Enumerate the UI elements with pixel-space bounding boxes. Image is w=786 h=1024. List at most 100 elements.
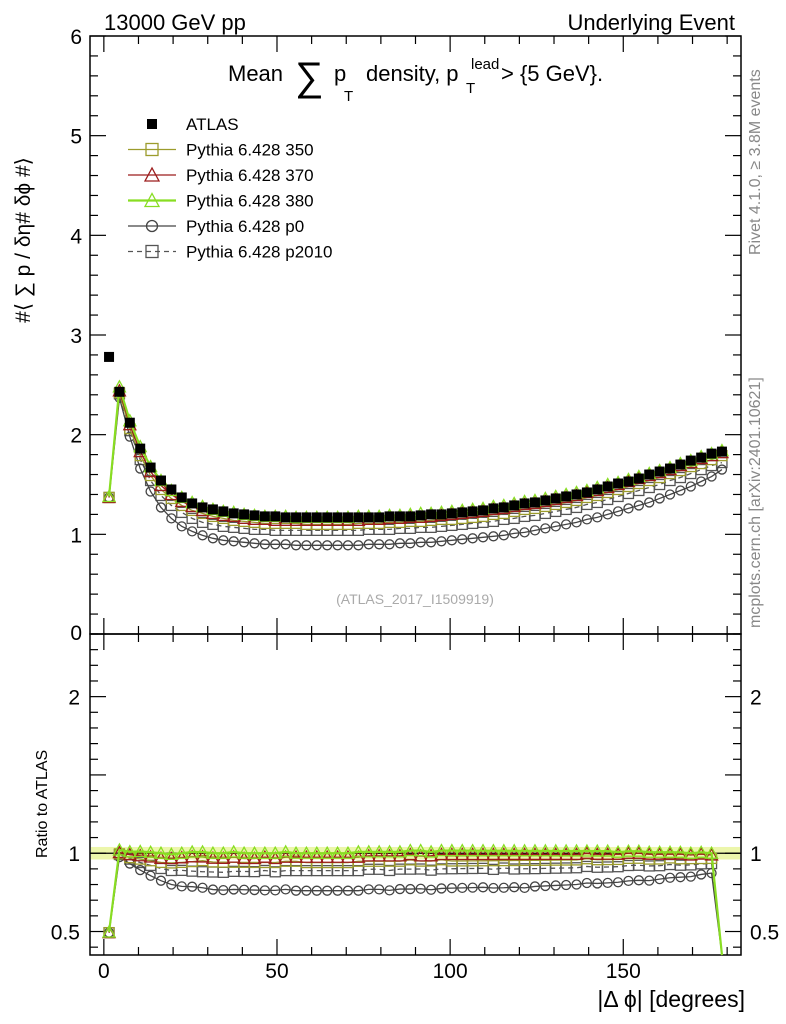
data-point <box>486 843 501 857</box>
data-point <box>301 512 312 523</box>
data-point <box>363 539 374 550</box>
data-point <box>488 531 499 542</box>
data-point <box>257 849 272 863</box>
data-point <box>176 506 188 519</box>
plot-title-sup: lead <box>471 56 499 73</box>
ratio-line <box>108 853 723 956</box>
data-point <box>147 119 157 129</box>
x-tick-label: 0 <box>98 960 110 983</box>
data-point <box>540 880 551 892</box>
data-point <box>228 884 239 895</box>
plot-title-mid: p <box>334 61 346 86</box>
data-point <box>455 843 470 857</box>
x-axis-label: |Δ ϕ| [degrees] <box>597 986 745 1012</box>
data-point <box>457 507 468 518</box>
data-point <box>467 506 478 517</box>
data-point <box>477 882 489 893</box>
data-point <box>498 502 509 513</box>
data-point <box>436 509 447 520</box>
data-point <box>654 493 665 504</box>
data-point <box>176 881 187 892</box>
data-point <box>207 533 219 544</box>
data-point <box>612 877 624 888</box>
data-point <box>143 192 161 208</box>
data-point <box>268 845 283 859</box>
data-point <box>135 463 146 474</box>
y-tick-label-zero: 0 <box>70 622 82 645</box>
data-point <box>539 507 552 520</box>
data-point <box>498 530 509 541</box>
data-point <box>488 882 499 894</box>
data-point <box>602 481 613 492</box>
data-point <box>122 847 137 861</box>
data-point <box>143 844 158 858</box>
data-point <box>197 882 208 893</box>
data-point <box>259 885 271 896</box>
data-point <box>579 845 595 859</box>
legend-label: Pythia 6.428 p2010 <box>186 243 333 262</box>
data-point <box>405 538 416 549</box>
data-point <box>143 849 158 863</box>
data-point <box>685 455 696 466</box>
data-point <box>529 525 541 536</box>
data-point <box>330 849 345 863</box>
data-point <box>247 845 262 859</box>
x-tick-label: 150 <box>606 960 641 983</box>
data-point <box>602 509 613 520</box>
data-point <box>112 842 127 856</box>
ratio-tick-label-right: 0.5 <box>750 922 779 945</box>
data-point <box>259 539 271 550</box>
data-point <box>342 540 354 551</box>
data-point <box>415 883 426 894</box>
data-point <box>342 512 353 523</box>
data-point <box>207 504 218 515</box>
header-left: 13000 GeV pp <box>104 10 246 35</box>
data-point <box>239 509 250 520</box>
data-point <box>675 872 686 883</box>
ratio-tick-label-right: 2 <box>750 687 762 710</box>
x-tick-label: 50 <box>265 960 288 983</box>
data-point <box>434 847 449 861</box>
data-point <box>236 845 252 859</box>
data-point <box>104 351 115 362</box>
legend-entry: Pythia 6.428 p2010 <box>128 243 333 262</box>
data-point <box>444 847 459 861</box>
data-point <box>496 843 511 857</box>
data-point <box>155 862 167 875</box>
data-point <box>322 512 333 523</box>
data-point <box>706 471 717 482</box>
data-point <box>509 528 520 539</box>
data-point <box>665 463 676 474</box>
data-point <box>696 476 707 487</box>
y-axis-label-main: #⟨ ∑ p / δη# δϕ #⟩ <box>12 157 35 323</box>
data-point <box>311 540 322 551</box>
data-point <box>299 849 314 863</box>
data-point <box>187 498 198 509</box>
data-point <box>467 533 478 544</box>
data-point <box>372 848 387 862</box>
data-point <box>166 879 177 890</box>
data-point <box>374 512 385 523</box>
data-point <box>434 843 449 857</box>
data-point <box>581 487 592 498</box>
data-point <box>257 845 272 859</box>
data-point <box>197 530 208 541</box>
plot-title-sub: T <box>344 88 353 105</box>
data-point <box>249 510 260 521</box>
data-point <box>332 540 343 551</box>
data-point <box>309 845 324 859</box>
legend-label: Pythia 6.428 370 <box>186 166 314 185</box>
data-point <box>509 500 520 511</box>
data-point <box>696 869 707 880</box>
data-point <box>205 845 221 859</box>
analysis-watermark: (ATLAS_2017_I1509919) <box>336 591 494 607</box>
data-point <box>436 883 447 894</box>
data-point <box>280 512 291 523</box>
legend-entry: Pythia 6.428 p0 <box>128 217 304 236</box>
data-point <box>124 417 135 428</box>
data-point <box>259 511 270 522</box>
legend-entry: ATLAS <box>147 115 239 134</box>
legend-label: Pythia 6.428 p0 <box>186 217 304 236</box>
data-point <box>311 885 322 896</box>
data-point <box>550 493 561 504</box>
